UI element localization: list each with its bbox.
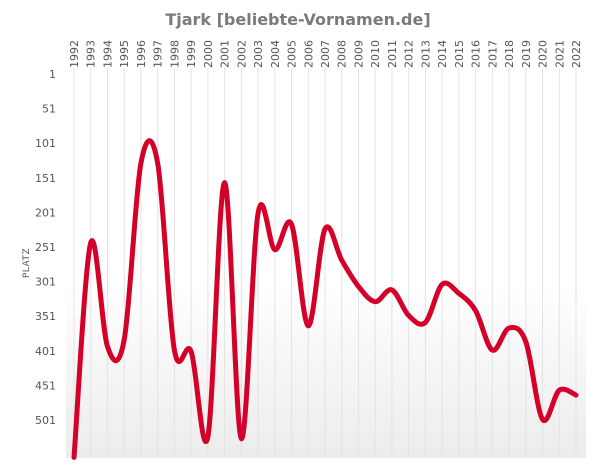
x-tick-label: 2012 <box>403 40 416 68</box>
x-tick-label: 2001 <box>219 40 232 68</box>
y-tick-label: 251 <box>35 241 56 254</box>
x-tick-label: 2020 <box>537 40 550 68</box>
x-tick-label: 2008 <box>336 40 349 68</box>
y-tick-label: 1 <box>49 68 56 81</box>
y-tick-label: 451 <box>35 379 56 392</box>
x-tick-label: 2003 <box>252 40 265 68</box>
x-tick-label: 2011 <box>386 40 399 68</box>
x-tick-label: 2016 <box>470 40 483 68</box>
grid-lines <box>73 68 577 458</box>
y-tick-label: 401 <box>35 345 56 358</box>
y-axis-label: PLATZ <box>22 248 32 278</box>
x-tick-label: 2002 <box>235 40 248 68</box>
x-tick-label: 1999 <box>185 40 198 68</box>
x-tick-label: 2018 <box>503 40 516 68</box>
y-tick-label: 351 <box>35 310 56 323</box>
y-tick-label: 101 <box>35 137 56 150</box>
x-tick-label: 2022 <box>570 40 583 68</box>
x-axis-ticks: 1992 1993 1994 1995 1996 1997 1998 1999 2000 2001… <box>68 40 583 68</box>
x-tick-label: 2021 <box>553 40 566 68</box>
x-tick-label: 2000 <box>202 40 215 68</box>
plot-background <box>66 68 586 458</box>
chart-title: Tjark [beliebte-Vornamen.de] <box>165 10 430 29</box>
series-layer <box>71 138 579 460</box>
y-tick-label: 301 <box>35 276 56 289</box>
x-tick-label: 2010 <box>369 40 382 68</box>
x-tick-label: 2015 <box>453 40 466 68</box>
x-tick-label: 1994 <box>101 40 114 68</box>
y-tick-label: 201 <box>35 206 56 219</box>
x-tick-label: 2006 <box>302 40 315 68</box>
x-tick-label: 2014 <box>436 40 449 68</box>
x-tick-label: 2019 <box>520 40 533 68</box>
x-tick-label: 1997 <box>152 40 165 68</box>
x-tick-label: 1998 <box>168 40 181 68</box>
x-tick-label: 2013 <box>419 40 432 68</box>
y-tick-label: 151 <box>35 172 56 185</box>
x-tick-label: 1995 <box>118 40 131 68</box>
x-tick-label: 2009 <box>352 40 365 68</box>
x-tick-label: 2017 <box>486 40 499 68</box>
x-tick-label: 2007 <box>319 40 332 68</box>
x-tick-label: 1996 <box>135 40 148 68</box>
x-tick-label: 1992 <box>68 40 81 68</box>
x-tick-label: 2004 <box>269 40 282 68</box>
y-tick-label: 51 <box>42 103 56 116</box>
x-tick-label: 1993 <box>85 40 98 68</box>
y-tick-label: 501 <box>35 414 56 427</box>
x-tick-label: 2005 <box>286 40 299 68</box>
series-line <box>71 138 579 460</box>
